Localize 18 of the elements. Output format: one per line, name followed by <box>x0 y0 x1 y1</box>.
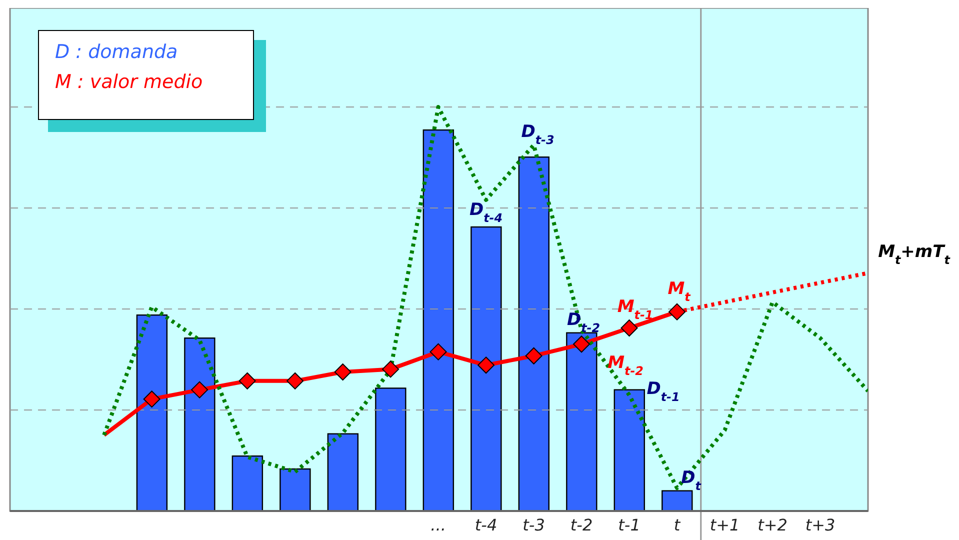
x-tick-label: t-1 <box>618 515 640 534</box>
x-tick-label: t-3 <box>522 515 545 534</box>
annotation: D$_{t-4}$ <box>470 200 503 225</box>
annotation: D$_{t}$ <box>681 468 702 493</box>
annotation: M$_{t-1}$ <box>617 296 654 322</box>
annotation: M$_{t}$ <box>668 278 692 304</box>
x-tick-label: t+1 <box>710 515 740 534</box>
x-tick-label: t+2 <box>758 515 788 534</box>
x-tick-label: t+3 <box>805 515 836 534</box>
x-tick-label: t-4 <box>474 515 498 534</box>
annotation: D$_{t-2}$ <box>567 310 600 335</box>
annotation: M$_{t}$+mT$_{t}$ <box>878 242 952 268</box>
annotation: D$_{t-1}$ <box>646 378 680 404</box>
annotation: D$_{t-3}$ <box>521 122 554 148</box>
x-tick-label: ... <box>430 515 446 534</box>
x-tick-label: t-2 <box>570 515 593 534</box>
annotation: M$_{t-2}$ <box>608 353 644 378</box>
x-tick-label: t <box>674 515 681 534</box>
